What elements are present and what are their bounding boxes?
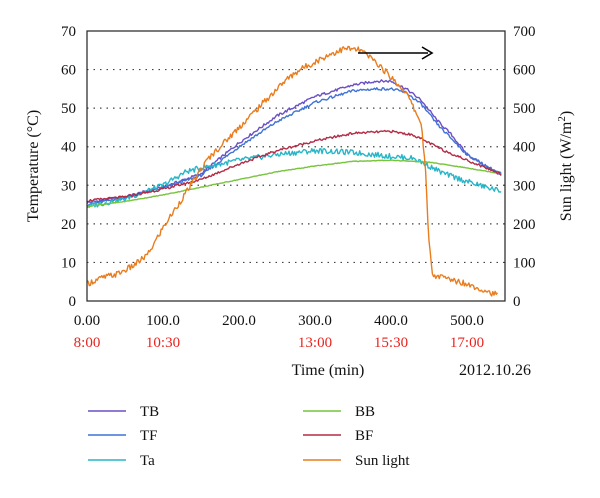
series-line-sun-light: [86, 45, 498, 297]
y-axis-left-title: Temperature (°C): [25, 110, 42, 222]
series-line-ta: [86, 148, 502, 209]
x-axis-title: Time (min): [292, 362, 365, 379]
y-right-tick-label: 200: [513, 217, 536, 233]
legend-label-bb: BB: [355, 404, 375, 420]
series-layer: [86, 45, 502, 297]
sun-light-arrow: [358, 46, 434, 60]
plot-frame: [86, 30, 506, 302]
y-right-tick-label: 0: [513, 294, 521, 310]
y-left-tick-label: 40: [61, 140, 76, 156]
legend-label-bf: BF: [355, 428, 373, 444]
series-line-bb: [86, 159, 502, 208]
x-tick-label: 300.0: [298, 313, 332, 329]
x-time-label: 8:00: [74, 335, 101, 351]
y-right-tick-label: 500: [513, 101, 536, 117]
x-time-label: 13:00: [298, 335, 332, 351]
y-right-tick-label: 400: [513, 140, 536, 156]
tick-labels: 01020304050607001002003004005006007000.0…: [61, 24, 536, 351]
x-tick-label: 100.0: [146, 313, 180, 329]
y-left-tick-label: 30: [61, 178, 76, 194]
y-right-tick-label: 300: [513, 178, 536, 194]
y-right-tick-label: 600: [513, 63, 536, 79]
y-left-tick-label: 50: [61, 101, 76, 117]
x-time-label: 10:30: [146, 335, 180, 351]
y-axis-right-title: Sun light (W/m2): [556, 111, 575, 221]
legend: TB TF Ta BB BF Sun light: [88, 404, 410, 469]
x-tick-label: 500.0: [450, 313, 484, 329]
legend-label-sun-light: Sun light: [355, 453, 410, 469]
y-right-tick-label: 700: [513, 24, 536, 40]
y-left-tick-label: 0: [69, 294, 77, 310]
date-label: 2012.10.26: [459, 362, 531, 379]
legend-label-tf: TF: [140, 428, 158, 444]
y-left-tick-label: 60: [61, 63, 76, 79]
x-tick-label: 400.0: [374, 313, 408, 329]
gridlines: [87, 68, 505, 264]
legend-label-ta: Ta: [140, 453, 155, 469]
series-line-bf: [86, 129, 502, 203]
y-right-tick-label: 100: [513, 255, 536, 271]
x-tick-label: 200.0: [222, 313, 256, 329]
legend-label-tb: TB: [140, 404, 159, 420]
x-time-label: 15:30: [374, 335, 408, 351]
x-tick-label: 0.00: [74, 313, 100, 329]
x-time-label: 17:00: [450, 335, 484, 351]
y-left-tick-label: 20: [61, 217, 76, 233]
y-left-tick-label: 10: [61, 255, 76, 271]
y-left-tick-label: 70: [61, 24, 76, 40]
